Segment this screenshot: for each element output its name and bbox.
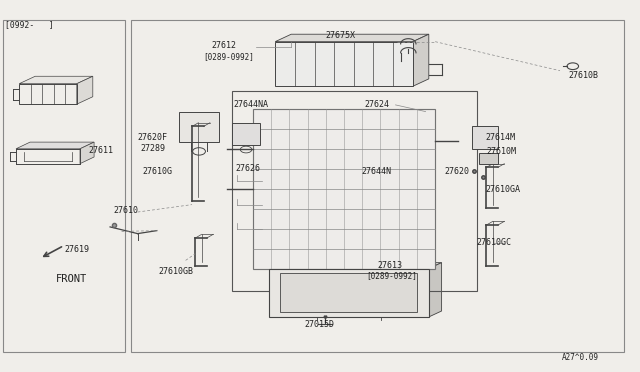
Bar xyxy=(179,112,219,142)
Text: 27612: 27612 xyxy=(211,41,236,50)
Text: 27613: 27613 xyxy=(378,262,403,270)
Text: 27624: 27624 xyxy=(365,100,390,109)
Text: 27610GC: 27610GC xyxy=(477,238,512,247)
Polygon shape xyxy=(269,263,442,269)
Text: 27610M: 27610M xyxy=(486,147,516,156)
Text: A27^0.09: A27^0.09 xyxy=(562,353,599,362)
Text: 27289: 27289 xyxy=(141,144,166,153)
Text: 27626: 27626 xyxy=(236,164,260,173)
Bar xyxy=(232,91,477,291)
Text: 27610GB: 27610GB xyxy=(159,267,194,276)
Polygon shape xyxy=(19,76,93,84)
Bar xyxy=(19,84,77,104)
Bar xyxy=(275,42,413,86)
Text: 27610B: 27610B xyxy=(568,71,598,80)
Text: 27644NA: 27644NA xyxy=(234,100,269,109)
Text: FRONT: FRONT xyxy=(56,274,88,284)
Bar xyxy=(472,126,498,149)
Text: 27015D: 27015D xyxy=(304,320,334,329)
Text: 27620: 27620 xyxy=(445,167,470,176)
Text: 27610GA: 27610GA xyxy=(485,185,520,194)
Bar xyxy=(269,269,429,317)
Polygon shape xyxy=(275,34,429,42)
Polygon shape xyxy=(413,34,429,86)
Text: [0992-   ]: [0992- ] xyxy=(5,20,54,29)
Text: [0289-0992]: [0289-0992] xyxy=(366,272,417,280)
Polygon shape xyxy=(77,76,93,104)
Text: 27620F: 27620F xyxy=(138,133,168,142)
Polygon shape xyxy=(80,142,94,164)
Text: 27610: 27610 xyxy=(114,206,139,215)
Text: 27675X: 27675X xyxy=(325,31,355,40)
Text: 27611: 27611 xyxy=(88,146,113,155)
Text: 27614M: 27614M xyxy=(485,133,515,142)
Text: 27644N: 27644N xyxy=(362,167,392,176)
Bar xyxy=(131,20,624,352)
Bar xyxy=(479,153,498,164)
Bar xyxy=(3,20,125,352)
Polygon shape xyxy=(16,142,94,149)
Bar xyxy=(232,123,260,145)
Text: [0289-0992]: [0289-0992] xyxy=(204,52,254,61)
Bar xyxy=(253,109,435,269)
Text: 27610G: 27610G xyxy=(143,167,173,176)
Polygon shape xyxy=(429,263,442,317)
Bar xyxy=(280,273,417,312)
Text: 27619: 27619 xyxy=(64,245,89,254)
